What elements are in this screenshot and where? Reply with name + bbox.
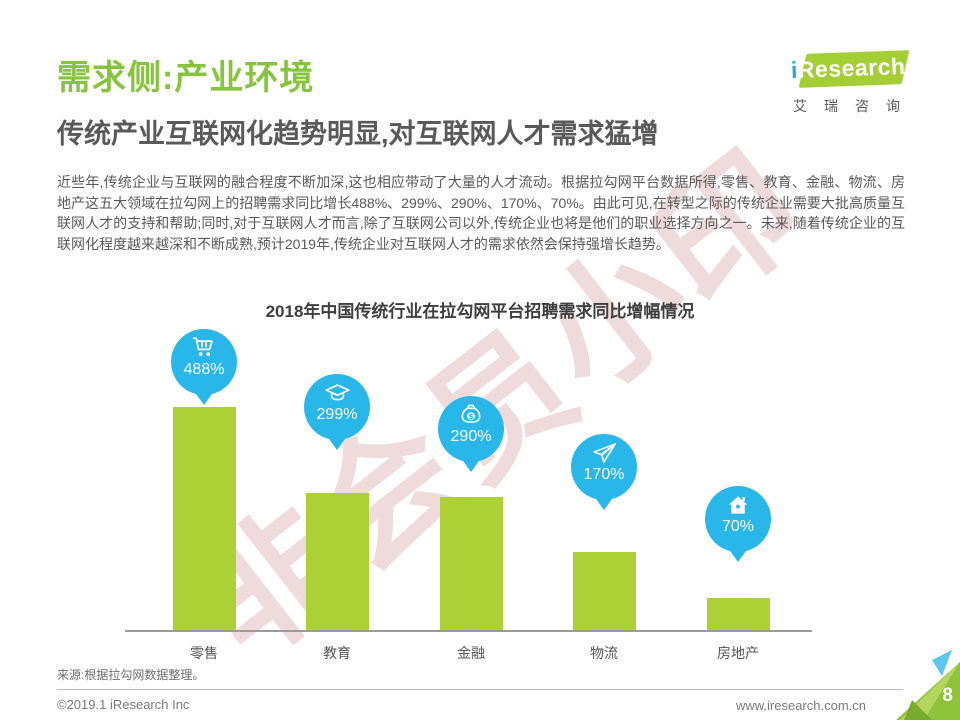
graduation-cap-icon	[324, 380, 351, 406]
website-link[interactable]: www.iresearch.com.cn	[735, 698, 866, 713]
chart-title: 2018年中国传统行业在拉勾网平台招聘需求同比增幅情况	[265, 302, 695, 321]
bar-教育	[305, 493, 369, 630]
logo-research-text: Research	[797, 53, 906, 83]
bubble-tail	[329, 439, 345, 450]
bubble-tail	[196, 394, 212, 405]
bar-房地产	[706, 598, 770, 630]
value-bubble-物流: 170%	[571, 434, 637, 510]
svg-text:$: $	[468, 412, 473, 421]
bar-零售	[172, 407, 236, 630]
value-bubble-金融: $290%	[438, 396, 504, 472]
x-axis-line	[125, 630, 812, 632]
footer-divider	[57, 689, 903, 690]
bubble-value-label: 290%	[450, 428, 492, 445]
paper-plane-icon	[591, 440, 618, 466]
page-subtitle: 传统产业互联网化趋势明显,对互联网人才需求猛增	[57, 119, 659, 149]
bar-金融	[439, 497, 503, 630]
category-label-教育: 教育	[323, 645, 351, 661]
bubble-tail	[730, 551, 746, 562]
bubble-value-label: 488%	[183, 361, 225, 378]
copyright-text: ©2019.1 iResearch Inc	[57, 697, 190, 712]
value-bubble-房地产: 70%	[705, 486, 771, 562]
cart-icon	[191, 335, 217, 361]
bubble-tail	[596, 499, 612, 510]
category-label-金融: 金融	[457, 645, 485, 661]
bar-物流	[572, 552, 636, 630]
bubble-tail	[463, 461, 479, 472]
source-note: 来源:根据拉勾网数据整理。	[57, 668, 205, 682]
corner-ribbon-graphic	[896, 650, 960, 720]
page-number: 8	[942, 685, 953, 706]
bar-chart: 488% 零售 299% 教育 $290% 金融 170% 物流 70% 房地产	[120, 325, 820, 665]
logo-wordmark: iResearch	[791, 53, 906, 84]
value-bubble-零售: 488%	[171, 329, 237, 405]
page-corner-decoration: 8	[880, 650, 960, 720]
money-bag-icon: $	[458, 402, 484, 428]
bubble-value-label: 170%	[583, 466, 625, 483]
value-bubble-教育: 299%	[304, 374, 370, 450]
bubble-value-label: 70%	[721, 518, 755, 535]
body-paragraph: 近些年,传统企业与互联网的融合程度不断加深,这也相应带动了大量的人才流动。根据拉…	[57, 174, 905, 252]
logo-chinese-name: 艾瑞咨询	[793, 98, 917, 114]
house-icon	[725, 492, 751, 518]
category-label-房地产: 房地产	[717, 645, 759, 661]
page-title: 需求侧:产业环境	[57, 59, 315, 97]
category-label-零售: 零售	[190, 645, 218, 661]
category-label-物流: 物流	[590, 645, 618, 661]
bubble-value-label: 299%	[316, 406, 358, 423]
